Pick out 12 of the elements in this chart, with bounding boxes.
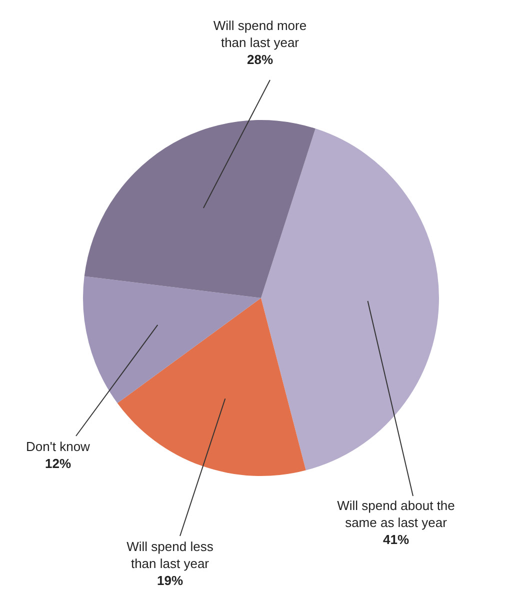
data-label: 12%	[44, 456, 72, 471]
slice-label: Don't know	[26, 439, 91, 454]
pie-slice	[261, 128, 439, 470]
data-label: 41%	[382, 532, 410, 547]
pie-slice	[84, 120, 316, 298]
pie-slice	[83, 276, 261, 404]
pie-slice	[117, 298, 306, 476]
slice-label: Will spend less than last year	[126, 539, 214, 571]
data-label: 28%	[246, 52, 274, 67]
slice-label: Will spend more than last year	[213, 18, 307, 50]
slice-label: Will spend about the same as last year	[337, 498, 455, 530]
data-label: 19%	[156, 573, 184, 588]
